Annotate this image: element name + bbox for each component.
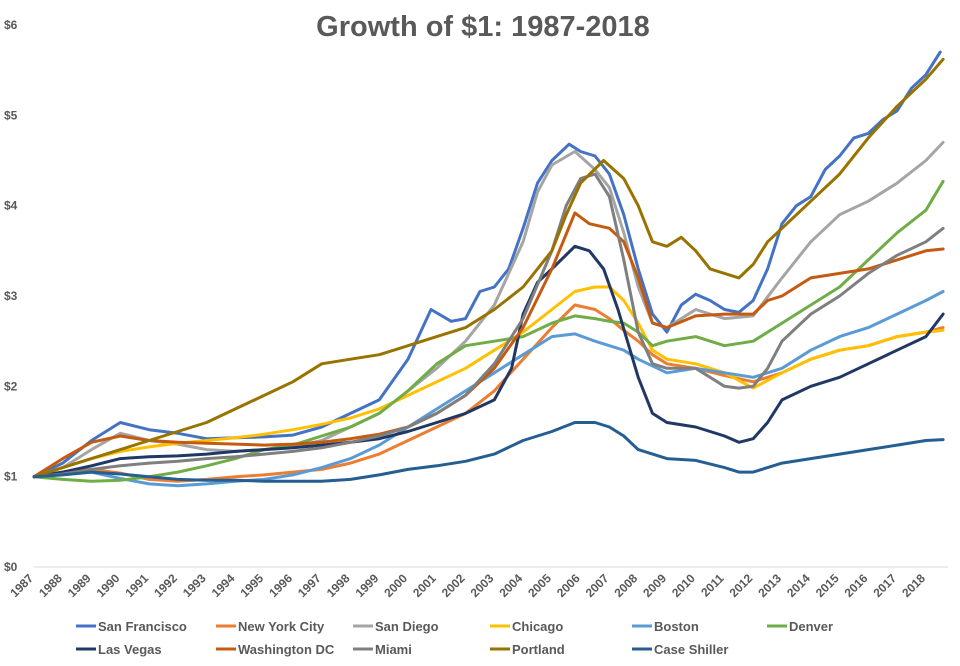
legend-item: Case Shiller [632,642,728,657]
legend-label: San Francisco [98,619,187,634]
legend-label: Las Vegas [98,642,162,657]
legend-label: Miami [375,642,412,657]
x-tick-label: 2001 [410,571,439,600]
x-tick-label: 1987 [7,571,36,600]
legend-item: Denver [767,619,833,634]
x-tick-label: 1997 [295,571,324,600]
legend-item: Las Vegas [76,642,162,657]
y-tick-label: $3 [4,289,18,303]
x-tick-label: 2005 [525,571,554,600]
x-tick-label: 2009 [640,571,669,600]
series-lines [32,50,945,488]
x-tick-label: 1992 [151,571,180,600]
x-tick-label: 2017 [870,571,899,600]
y-tick-label: $2 [4,379,18,393]
x-tick-label: 1998 [324,571,353,600]
legend-item: Boston [632,619,699,634]
y-tick-label: $4 [4,199,18,213]
legend-label: Chicago [512,619,563,634]
y-tick-label: $6 [4,18,18,32]
legend-label: Boston [654,619,699,634]
x-tick-label: 2011 [698,571,727,600]
y-tick-label: $5 [4,108,18,122]
x-axis-ticks: 1987 1988 1989 1990 1991 1992 1993 1994 1995 1996… [7,571,928,600]
legend-label: New York City [238,619,325,634]
legend-item: San Francisco [76,619,187,634]
series-line-chicago [32,285,945,479]
legend-item: Washington DC [216,642,335,657]
legend-label: Denver [789,619,833,634]
legend-label: San Diego [375,619,439,634]
x-tick-label: 2008 [612,571,641,600]
y-tick-label: $1 [4,470,18,484]
legend-item: New York City [216,619,325,634]
series-line-washington-dc [32,211,945,479]
x-tick-label: 1991 [122,571,151,600]
x-tick-label: 2000 [381,571,410,600]
x-tick-label: 1988 [36,571,65,600]
x-tick-label: 2015 [813,571,842,600]
x-tick-label: 2016 [842,571,871,600]
legend-item: Chicago [490,619,563,634]
series-line-case-shiller [32,421,945,483]
x-tick-label: 1995 [237,571,266,600]
x-tick-label: 1993 [180,571,209,600]
legend-item: Portland [490,642,565,657]
x-tick-label: 1994 [209,571,238,600]
x-tick-label: 1996 [266,571,295,600]
legend: San Francisco New York City San Diego Chica… [76,619,833,657]
legend-label: Washington DC [238,642,335,657]
x-tick-label: 2002 [439,571,468,600]
series-line-boston [32,290,945,488]
x-tick-label: 2007 [583,571,612,600]
x-tick-label: 2014 [784,571,813,600]
series-line-san-diego [32,140,945,479]
x-tick-label: 2006 [554,571,583,600]
series-line-miami [32,172,945,479]
chart-title: Growth of $1: 1987-2018 [316,11,650,43]
x-tick-label: 1999 [353,571,382,600]
y-tick-label: $0 [4,560,18,574]
series-line-san-francisco [32,50,942,479]
legend-label: Case Shiller [654,642,728,657]
x-tick-label: 1990 [94,571,123,600]
series-line-las-vegas [32,244,945,479]
legend-item: San Diego [353,619,439,634]
x-tick-label: 2003 [468,571,497,600]
legend-item: Miami [353,642,412,657]
x-tick-label: 2012 [727,571,756,600]
y-axis-ticks: $0 $1 $2 $3 $4 $5 $6 [4,18,18,574]
x-tick-label: 2010 [669,571,698,600]
x-tick-label: 1989 [65,571,94,600]
legend-label: Portland [512,642,565,657]
series-line-denver [32,179,945,483]
x-tick-label: 2004 [496,571,525,600]
x-tick-label: 2018 [899,571,928,600]
x-tick-label: 2013 [755,571,784,600]
series-line-portland [32,57,945,479]
